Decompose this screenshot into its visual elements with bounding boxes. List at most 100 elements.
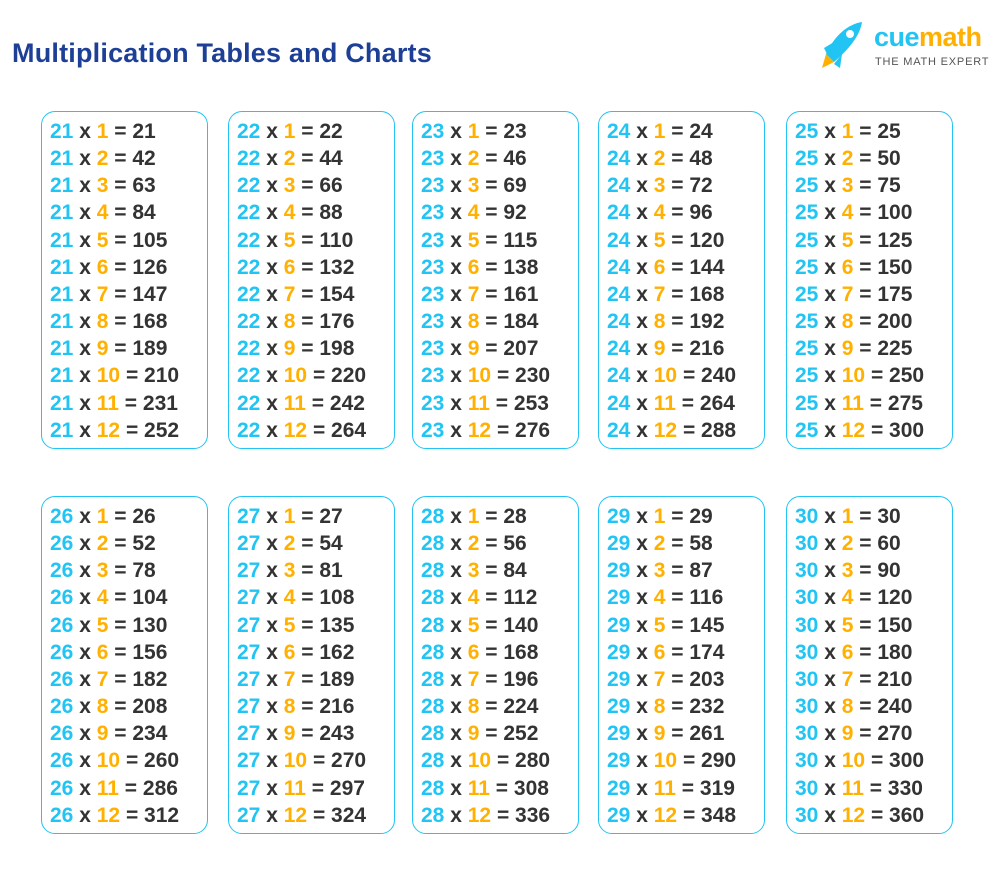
multiplier: 5 [653, 228, 666, 252]
product: 243 [319, 722, 355, 746]
multiplier: 12 [653, 418, 678, 442]
base-number: 25 [795, 310, 819, 334]
times-sign: x [636, 120, 648, 143]
base-number: 25 [795, 201, 819, 225]
base-number: 29 [607, 749, 631, 773]
table-row: 26 x 10 = 260 [50, 749, 179, 773]
multiplier: 10 [96, 364, 121, 388]
product: 234 [132, 722, 168, 746]
multiplier: 9 [96, 337, 109, 361]
times-sign: x [824, 337, 836, 361]
equals-sign: = [496, 418, 510, 442]
equals-sign: = [485, 201, 498, 225]
product: 162 [319, 640, 355, 664]
base-number: 24 [607, 201, 631, 225]
base-number: 21 [50, 364, 74, 388]
table-row: 30 x 2 = 60 [795, 532, 901, 556]
base-number: 27 [237, 613, 261, 637]
times-sign: x [824, 418, 836, 442]
base-number: 23 [421, 418, 445, 442]
product: 144 [689, 255, 725, 279]
product: 174 [689, 640, 725, 664]
table-row: 30 x 7 = 210 [795, 668, 912, 692]
times-sign: x [266, 364, 278, 388]
base-number: 28 [421, 749, 445, 773]
product: 270 [877, 722, 913, 746]
equals-sign: = [114, 532, 127, 556]
table-row: 27 x 10 = 270 [237, 749, 366, 773]
multiplier: 10 [96, 749, 121, 773]
multiplier: 8 [283, 310, 296, 334]
table-row: 21 x 6 = 126 [50, 256, 167, 280]
base-number: 30 [795, 803, 819, 827]
table-row: 23 x 12 = 276 [421, 419, 550, 443]
multiplier: 7 [841, 282, 854, 306]
base-number: 22 [237, 418, 261, 442]
multiplier: 7 [653, 282, 666, 306]
times-sign: x [450, 174, 462, 198]
product: 156 [132, 640, 168, 664]
multiplier: 8 [96, 695, 109, 719]
table-row: 26 x 6 = 156 [50, 641, 167, 665]
times-sign: x [450, 722, 462, 746]
product: 198 [319, 337, 355, 361]
table-row: 23 x 1 = 23 [421, 120, 527, 144]
product: 324 [331, 803, 367, 827]
base-number: 23 [421, 391, 445, 415]
multiplier: 9 [841, 337, 854, 361]
base-number: 27 [237, 559, 261, 583]
equals-sign: = [859, 559, 872, 583]
product: 232 [689, 695, 725, 719]
base-number: 22 [237, 201, 261, 225]
equals-sign: = [495, 776, 509, 800]
equals-sign: = [671, 228, 684, 252]
table-row: 22 x 4 = 88 [237, 201, 343, 225]
multiplier: 4 [283, 586, 296, 610]
equals-sign: = [671, 722, 684, 746]
table-row: 22 x 9 = 198 [237, 337, 354, 361]
table-row: 25 x 6 = 150 [795, 256, 912, 280]
times-sign: x [266, 749, 278, 773]
product: 260 [144, 749, 180, 773]
table-row: 27 x 6 = 162 [237, 641, 354, 665]
base-number: 26 [50, 695, 74, 719]
times-sign: x [636, 776, 648, 800]
product: 30 [877, 505, 901, 528]
times-sign: x [266, 255, 278, 279]
multiplier: 5 [841, 613, 854, 637]
multiplier: 5 [467, 613, 480, 637]
product: 25 [877, 120, 901, 143]
equals-sign: = [869, 776, 883, 800]
table-row: 23 x 11 = 253 [421, 392, 549, 416]
table-row: 22 x 5 = 110 [237, 229, 353, 253]
product: 300 [889, 418, 925, 442]
multiplier: 6 [841, 255, 854, 279]
base-number: 26 [50, 640, 74, 664]
equals-sign: = [859, 255, 872, 279]
table-row: 30 x 9 = 270 [795, 722, 912, 746]
product: 224 [503, 695, 539, 719]
product: 175 [877, 282, 913, 306]
table-row: 24 x 12 = 288 [607, 419, 736, 443]
product: 252 [503, 722, 539, 746]
equals-sign: = [301, 613, 314, 637]
multiplier: 10 [841, 364, 866, 388]
base-number: 28 [421, 695, 445, 719]
times-sign: x [79, 613, 91, 637]
multiplier: 8 [467, 695, 480, 719]
times-sign: x [450, 532, 462, 556]
table-row: 23 x 7 = 161 [421, 283, 538, 307]
base-number: 25 [795, 174, 819, 198]
table-row: 25 x 12 = 300 [795, 419, 924, 443]
times-sign: x [450, 586, 462, 610]
table-row: 22 x 10 = 220 [237, 364, 366, 388]
base-number: 30 [795, 722, 819, 746]
multiplier: 1 [653, 505, 666, 528]
multiplier: 5 [653, 613, 666, 637]
product: 63 [132, 174, 156, 198]
equals-sign: = [671, 337, 684, 361]
table-row: 29 x 10 = 290 [607, 749, 736, 773]
table-row: 24 x 10 = 240 [607, 364, 736, 388]
product: 42 [132, 147, 156, 171]
base-number: 29 [607, 505, 631, 528]
